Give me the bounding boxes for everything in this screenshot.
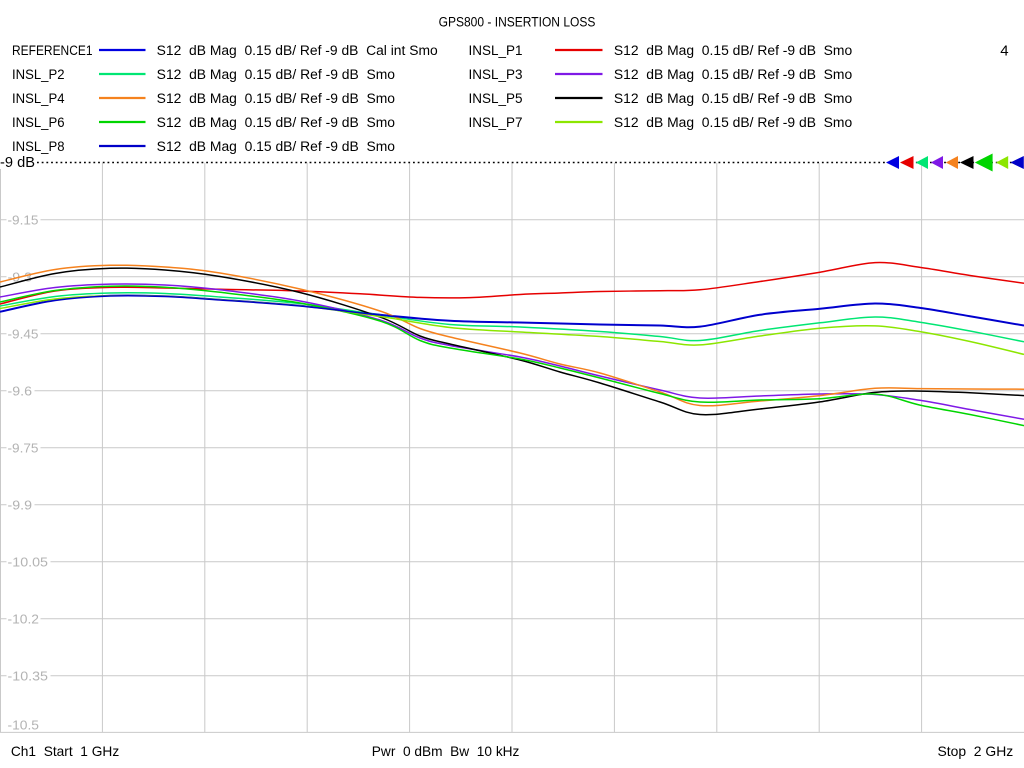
svg-text:INSL_P1: INSL_P1 [469, 43, 523, 58]
svg-text:INSL_P8: INSL_P8 [12, 139, 65, 154]
svg-text:-9.9: -9.9 [8, 497, 33, 512]
svg-text:GPS800 - INSERTION LOSS: GPS800 - INSERTION LOSS [439, 14, 596, 29]
svg-text:-9.75: -9.75 [8, 440, 39, 455]
svg-text:S12 dB Mag 0.15 dB/ Ref -9 d: S12 dB Mag 0.15 dB/ Ref -9 dB Smo [614, 43, 852, 58]
svg-text:INSL_P5: INSL_P5 [469, 91, 523, 106]
svg-text:-10.2: -10.2 [8, 611, 40, 626]
svg-text:Pwr 0 dBm Bw 10 kHz: Pwr 0 dBm Bw 10 kHz [372, 743, 520, 759]
svg-text:S12 dB Mag 0.15 dB/ Ref -9 d: S12 dB Mag 0.15 dB/ Ref -9 dB Smo [614, 67, 852, 82]
svg-text:INSL_P7: INSL_P7 [469, 115, 523, 130]
svg-text:S12 dB Mag 0.15 dB/ Ref -9 d: S12 dB Mag 0.15 dB/ Ref -9 dB Smo [157, 139, 395, 154]
svg-text:REFERENCE1: REFERENCE1 [12, 43, 93, 58]
svg-text:S12 dB Mag 0.15 dB/ Ref -9 d: S12 dB Mag 0.15 dB/ Ref -9 dB Smo [614, 91, 852, 106]
svg-text:S12 dB Mag 0.15 dB/ Ref -9 d: S12 dB Mag 0.15 dB/ Ref -9 dB Smo [157, 67, 395, 82]
svg-text:Ch1 Start 1 GHz: Ch1 Start 1 GHz [11, 743, 119, 759]
svg-text:S12 dB Mag 0.15 dB/ Ref -9 d: S12 dB Mag 0.15 dB/ Ref -9 dB Smo [157, 115, 395, 130]
svg-text:-9.6: -9.6 [8, 383, 33, 398]
svg-text:-10.5: -10.5 [8, 718, 40, 733]
svg-text:-9.45: -9.45 [8, 326, 39, 341]
svg-text:-9 dB: -9 dB [0, 155, 35, 171]
svg-text:-10.35: -10.35 [8, 668, 49, 683]
svg-text:S12 dB Mag 0.15 dB/ Ref -9 d: S12 dB Mag 0.15 dB/ Ref -9 dB Smo [614, 115, 852, 130]
svg-text:-9.15: -9.15 [8, 212, 39, 227]
svg-text:INSL_P4: INSL_P4 [12, 91, 65, 106]
svg-text:INSL_P2: INSL_P2 [12, 67, 65, 82]
svg-text:INSL_P3: INSL_P3 [469, 67, 523, 82]
svg-text:S12 dB Mag 0.15 dB/ Ref -9 d: S12 dB Mag 0.15 dB/ Ref -9 dB Cal int Sm… [157, 43, 438, 58]
svg-text:Stop 2 GHz: Stop 2 GHz [938, 743, 1014, 759]
svg-text:-10.05: -10.05 [8, 554, 49, 569]
svg-text:S12 dB Mag 0.15 dB/ Ref -9 d: S12 dB Mag 0.15 dB/ Ref -9 dB Smo [157, 91, 395, 106]
svg-text:INSL_P6: INSL_P6 [12, 115, 65, 130]
svg-text:4: 4 [1000, 43, 1008, 60]
